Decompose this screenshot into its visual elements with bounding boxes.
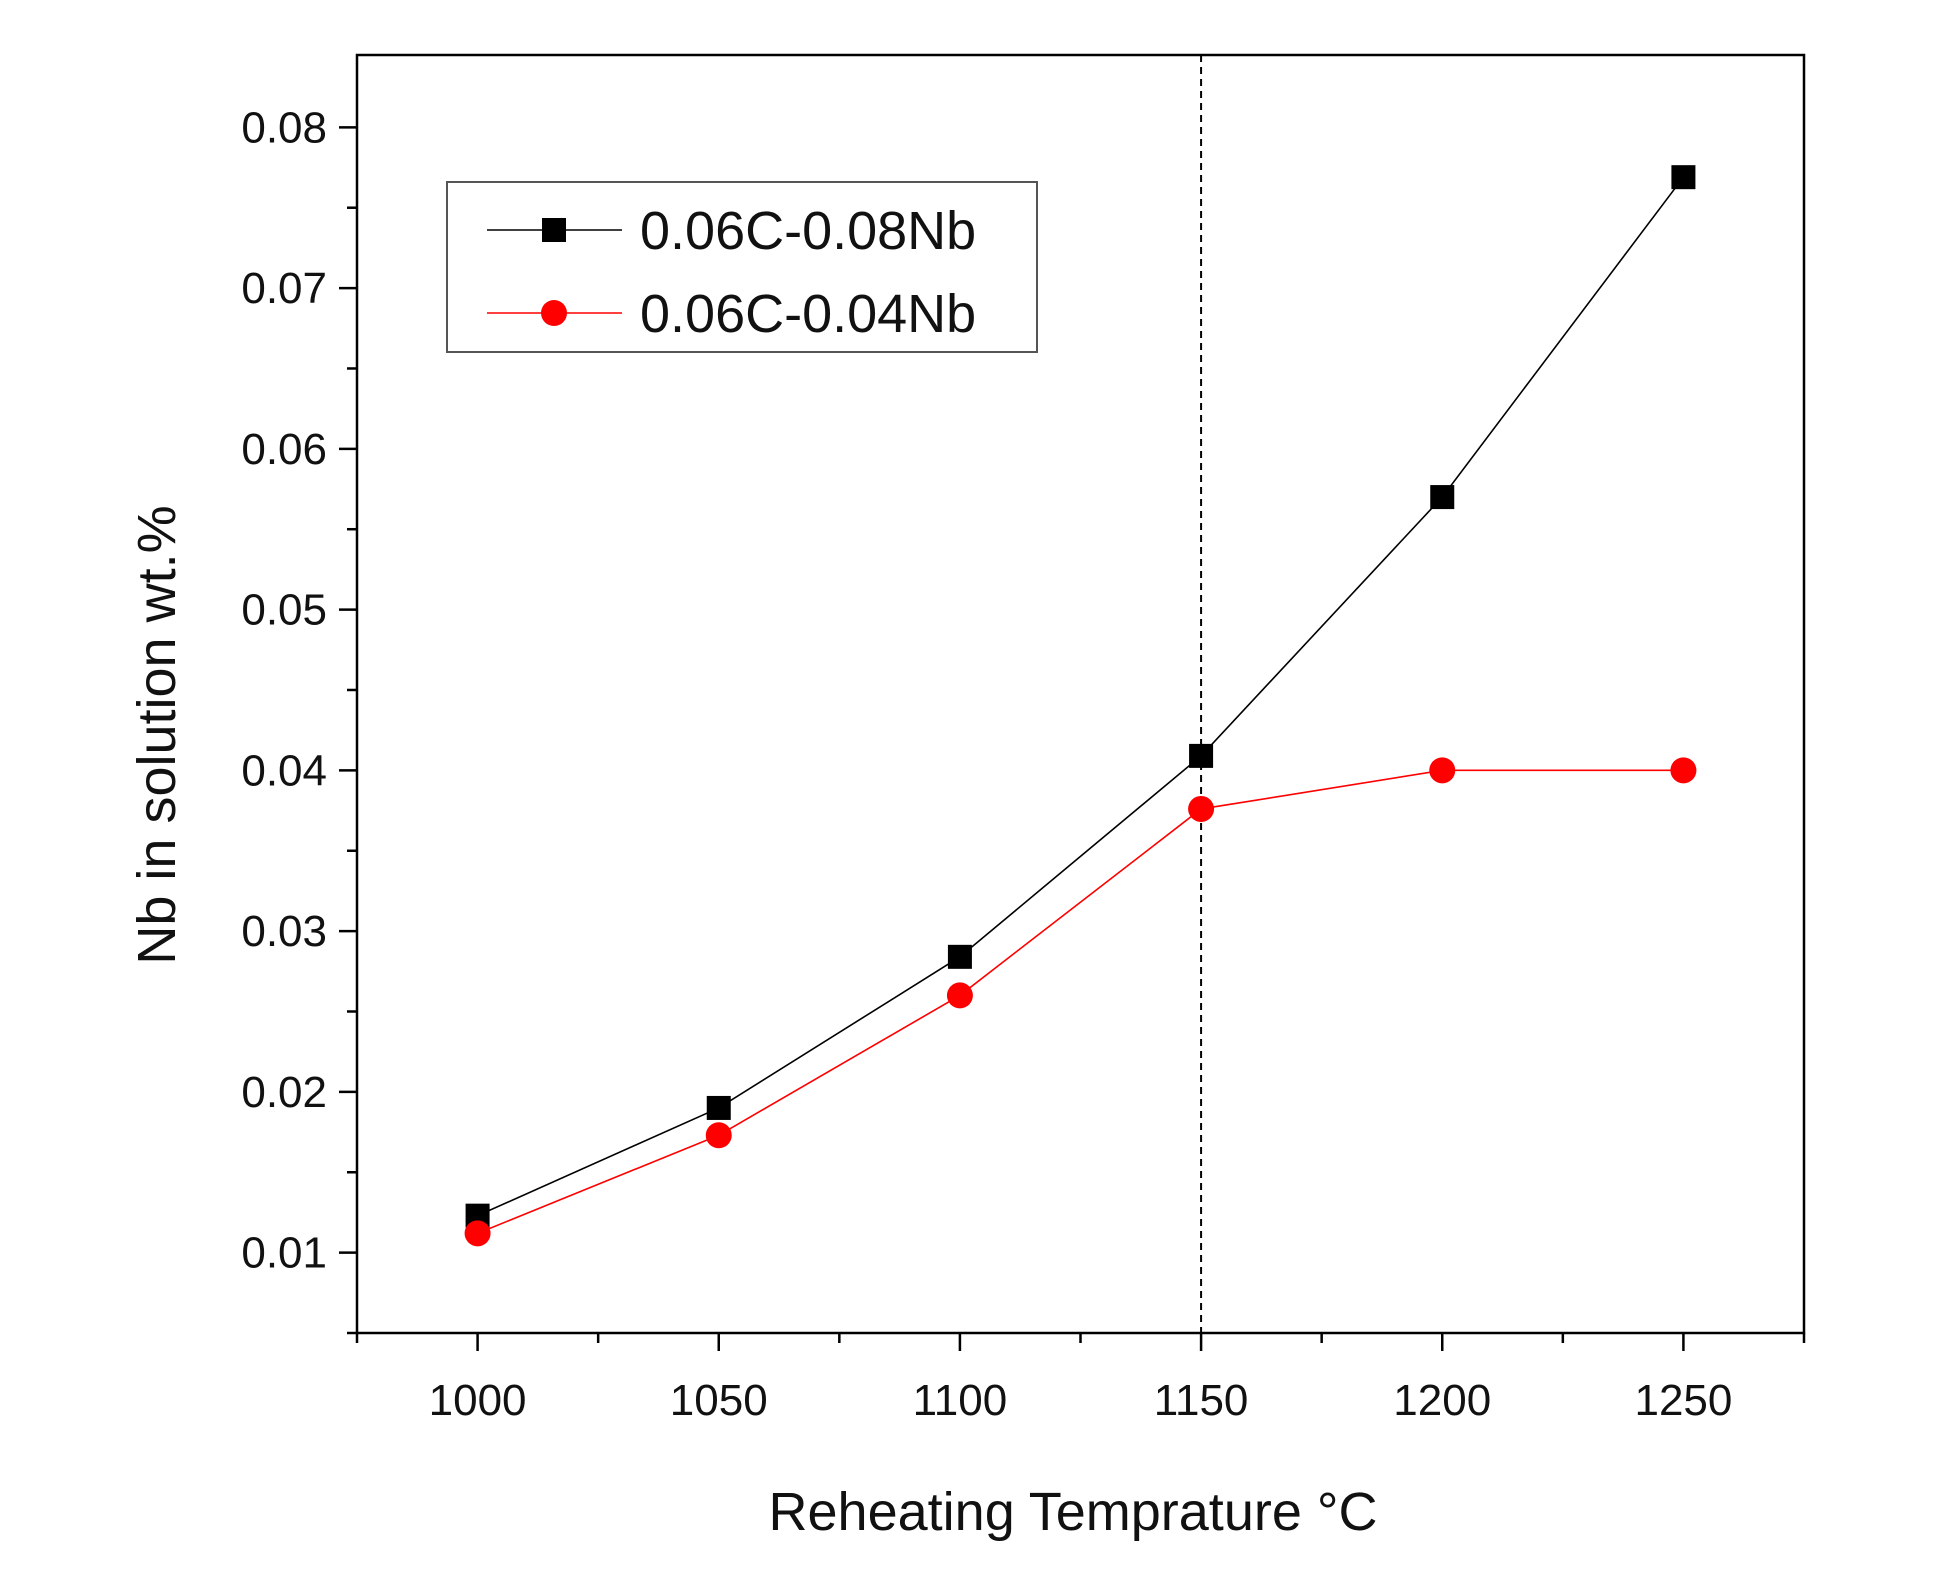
x-tick-label: 1100 bbox=[913, 1376, 1008, 1425]
series-2-point bbox=[1429, 757, 1456, 784]
x-tick-label: 1200 bbox=[1393, 1376, 1491, 1425]
series-1-point bbox=[1671, 165, 1696, 190]
series-1-point bbox=[947, 944, 972, 969]
tick-layer: 1000 1050 1100 1150 1200 1250 0.01 0.02 0.03 0.04… bbox=[241, 103, 1806, 1425]
series-2-point bbox=[464, 1220, 491, 1247]
series-1-point bbox=[706, 1095, 731, 1120]
series-2-point bbox=[705, 1122, 732, 1149]
x-tick-label: 1000 bbox=[429, 1376, 527, 1425]
y-tick-label: 0.03 bbox=[241, 907, 327, 956]
series-line-2 bbox=[477, 769, 1684, 1235]
x-tick-label: 1150 bbox=[1154, 1376, 1249, 1425]
series-1-point bbox=[1189, 743, 1214, 768]
legend-marker-series-2 bbox=[541, 300, 567, 326]
series-1-point bbox=[1430, 485, 1455, 510]
legend-box bbox=[446, 181, 1038, 353]
legend: 0.06C-0.08Nb 0.06C-0.04Nb bbox=[446, 181, 1038, 353]
y-tick-label: 0.01 bbox=[241, 1229, 327, 1278]
x-tick-label: 1250 bbox=[1634, 1376, 1732, 1425]
legend-marker-series-1 bbox=[542, 218, 566, 242]
y-axis-title: Nb in solution wt.% bbox=[127, 505, 187, 964]
legend-label-series-1: 0.06C-0.08Nb bbox=[640, 201, 976, 261]
x-axis-title: Reheating Temprature °C bbox=[769, 1482, 1378, 1542]
y-tick-label: 0.07 bbox=[241, 264, 327, 313]
series-line-1 bbox=[477, 176, 1685, 1217]
legend-label-series-2: 0.06C-0.04Nb bbox=[640, 284, 976, 344]
y-tick-label: 0.05 bbox=[241, 586, 327, 635]
x-tick-label: 1050 bbox=[670, 1376, 768, 1425]
series-2-point bbox=[1188, 795, 1215, 822]
series-2-point bbox=[1670, 757, 1697, 784]
y-tick-label: 0.02 bbox=[241, 1068, 327, 1117]
y-tick-label: 0.06 bbox=[241, 425, 327, 474]
y-tick-label: 0.08 bbox=[241, 103, 327, 152]
series-layer bbox=[464, 165, 1697, 1247]
series-2-point bbox=[946, 982, 973, 1009]
y-tick-label: 0.04 bbox=[241, 746, 327, 795]
